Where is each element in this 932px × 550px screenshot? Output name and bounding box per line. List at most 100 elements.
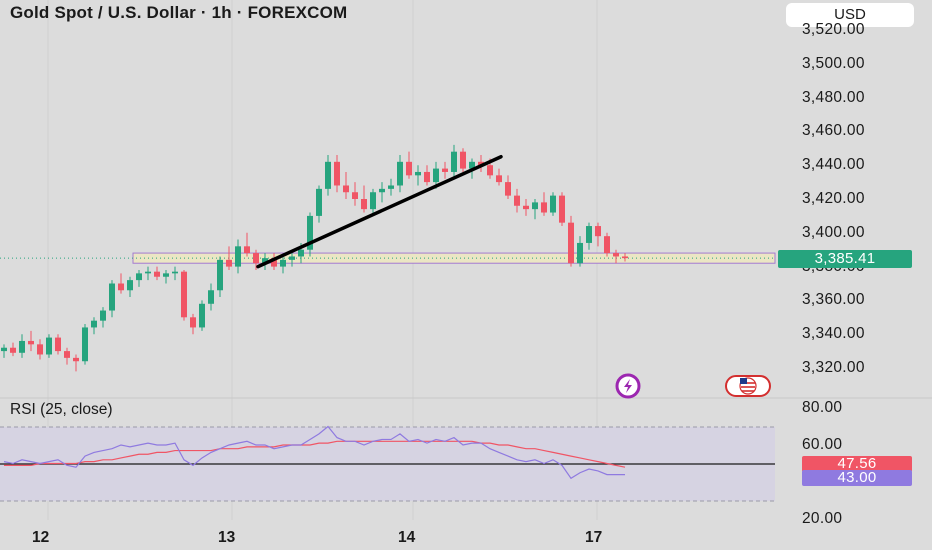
candle xyxy=(46,334,52,358)
candle-body xyxy=(604,236,610,254)
price-axis-label: 3,520.00 xyxy=(802,21,865,38)
candle-body xyxy=(262,258,268,264)
candle-body xyxy=(478,161,484,166)
candlestick-series xyxy=(1,144,628,372)
candle xyxy=(235,239,241,274)
candle-body xyxy=(91,320,97,328)
candle xyxy=(307,212,313,257)
rsi-value-tag: 47.56 xyxy=(802,456,912,472)
candle-body xyxy=(154,271,160,277)
time-axis-label: 14 xyxy=(398,529,416,546)
candle-body xyxy=(352,192,358,199)
candle-body xyxy=(136,273,142,281)
candle-body xyxy=(172,271,178,274)
candle-body xyxy=(577,242,583,264)
candle xyxy=(496,168,502,186)
candle xyxy=(73,354,79,372)
candle xyxy=(325,155,331,196)
candle xyxy=(280,256,286,274)
candle xyxy=(388,178,394,196)
candle-body xyxy=(217,259,223,291)
candle xyxy=(28,330,34,352)
candle xyxy=(199,300,205,331)
us-flag-icon[interactable] xyxy=(725,375,771,397)
candle-body xyxy=(415,171,421,176)
candle-body xyxy=(406,161,412,176)
rsi-indicator-title[interactable]: RSI (25, close) xyxy=(10,401,113,418)
candle-body xyxy=(163,273,169,277)
candle xyxy=(424,165,430,186)
candle-body xyxy=(424,171,430,183)
candle xyxy=(514,188,520,213)
rsi-axis-label: 60.00 xyxy=(802,436,843,453)
time-axis-label: 13 xyxy=(218,529,236,546)
candle-body xyxy=(46,337,52,355)
candle xyxy=(577,236,583,267)
candle-body xyxy=(595,226,601,237)
candle xyxy=(226,246,232,270)
candle xyxy=(100,307,106,328)
candle xyxy=(127,276,133,298)
candle-body xyxy=(316,188,322,216)
candle-body xyxy=(253,253,259,264)
candle xyxy=(586,222,592,250)
candle-body xyxy=(460,151,466,169)
candle xyxy=(244,232,250,257)
candle xyxy=(64,347,70,365)
candle xyxy=(181,269,187,321)
candle xyxy=(145,266,151,281)
candle-body xyxy=(208,290,214,304)
candle-body xyxy=(496,175,502,183)
candle-body xyxy=(289,256,295,260)
candle xyxy=(370,188,376,216)
candle-body xyxy=(28,340,34,345)
candle-body xyxy=(361,199,367,210)
candle-body xyxy=(505,182,511,196)
candle xyxy=(604,232,610,257)
candle-body xyxy=(379,188,385,193)
candle-body xyxy=(307,215,313,250)
candle-body xyxy=(199,303,205,328)
candle xyxy=(10,342,16,357)
candle-body xyxy=(244,246,250,254)
candle-body xyxy=(334,161,340,186)
candle-body xyxy=(280,259,286,267)
candle-body xyxy=(19,340,25,353)
candle xyxy=(613,249,619,264)
candle-body xyxy=(127,280,133,291)
price-axis-label: 3,440.00 xyxy=(802,156,865,174)
candle-body xyxy=(559,195,565,223)
candle xyxy=(1,344,7,358)
candle xyxy=(532,199,538,220)
rsi-ma-line xyxy=(4,440,626,468)
lightning-icon[interactable] xyxy=(615,373,641,399)
currency-button[interactable]: USD xyxy=(786,3,914,27)
candle xyxy=(442,161,448,179)
candle-body xyxy=(343,185,349,193)
candle xyxy=(595,222,601,247)
candle-body xyxy=(181,271,187,318)
price-axis-label: 3,500.00 xyxy=(802,54,865,72)
current-price-tag: 3,385.41 xyxy=(778,250,912,268)
candle-body xyxy=(550,195,556,213)
candle-body xyxy=(622,256,628,259)
candle xyxy=(622,253,628,262)
candle-body xyxy=(325,161,331,189)
price-axis-label: 3,320.00 xyxy=(802,359,865,376)
candle xyxy=(460,148,466,172)
candle xyxy=(334,155,340,193)
candle xyxy=(352,182,358,206)
candle xyxy=(190,313,196,335)
rsi-axis-label: 80.00 xyxy=(802,399,843,416)
candle xyxy=(379,182,385,203)
trend-line[interactable] xyxy=(256,155,503,269)
price-axis-label: 3,360.00 xyxy=(802,291,865,309)
candle xyxy=(154,266,160,281)
price-axis-label: 3,400.00 xyxy=(802,223,865,241)
price-axis-label: 3,480.00 xyxy=(802,88,865,106)
candle-body xyxy=(487,165,493,176)
candle-body xyxy=(370,192,376,210)
candle-body xyxy=(226,259,232,267)
candle-body xyxy=(109,283,115,311)
